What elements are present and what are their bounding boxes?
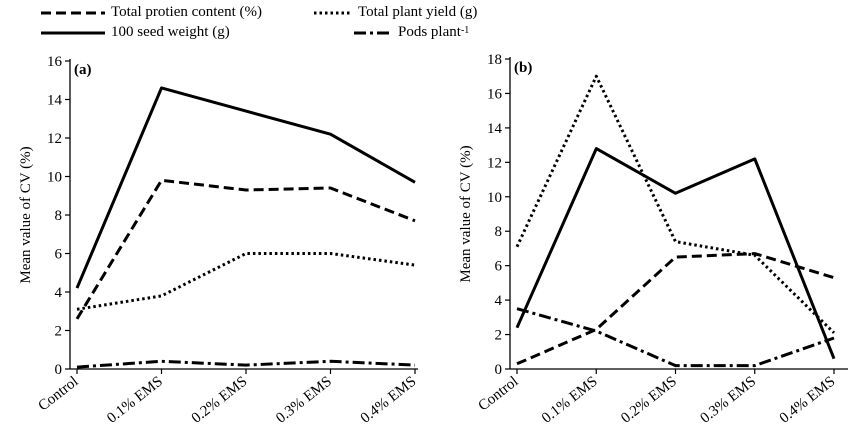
panel-b-y-tick-label: 14 <box>487 121 503 137</box>
panel-b-y-tick-label: 2 <box>495 328 503 344</box>
panel-a-y-tick-label: 6 <box>55 247 63 263</box>
panel-b-y-tick-label: 12 <box>487 155 502 171</box>
panel-a-x-tick-label: 0.4% EMS <box>358 374 420 427</box>
panel-b-series-total-protien-content <box>516 252 835 366</box>
panel-a-y-tick-label: 8 <box>55 208 63 224</box>
panel-a-y-tick-label: 4 <box>55 285 63 301</box>
panel-a-label: (a) <box>74 62 92 78</box>
panel-a-y-tick-label: 10 <box>47 170 62 186</box>
panel-a-x-tick-label: Control <box>35 374 81 415</box>
panel-b-series-100-seed-weight-g <box>515 147 836 360</box>
panel-b-x-tick-label: 0.3% EMS <box>697 374 759 427</box>
legend-label-pods-sup: -1 <box>460 25 470 36</box>
legend-label-pods: Pods plant <box>398 24 461 40</box>
panel-b-x-tick-label: Control <box>475 374 521 415</box>
panel-a-y-tick-label: 0 <box>55 362 63 378</box>
panel-b-y-tick-label: 18 <box>487 52 502 68</box>
panel-a-y-tick-label: 2 <box>55 324 63 340</box>
legend-label-seed-weight: 100 seed weight (g) <box>111 24 230 40</box>
panel-b-series-total-plant-yield-g <box>515 74 836 334</box>
panel-a-y-tick-label: 16 <box>47 54 63 70</box>
panel-b-y-tick-label: 0 <box>495 362 503 378</box>
panel-b-y-tick-label: 8 <box>495 224 503 240</box>
panel-b-y-tick-label: 6 <box>495 259 503 275</box>
panel-b-x-tick-label: 0.1% EMS <box>539 374 601 427</box>
legend-item-protein: Total protien content (%) <box>40 4 262 21</box>
panel-a-x-tick-label: 0.2% EMS <box>189 374 251 427</box>
panel-b-y-tick-label: 10 <box>487 190 502 206</box>
panel-b-x-tick-label: 0.2% EMS <box>618 374 680 427</box>
panel-b-y-tick-label: 4 <box>495 293 503 309</box>
legend-item-seed-weight: 100 seed weight (g) <box>40 24 230 41</box>
panel-a-series-total-protien-content <box>75 178 416 320</box>
panel-a-x-tick-label: 0.1% EMS <box>104 374 166 427</box>
panel-b-x-tick-label: 0.4% EMS <box>777 374 839 427</box>
panel-b-label: (b) <box>514 60 532 76</box>
panel-a-y-tick-label: 12 <box>47 131 62 147</box>
panel-a-y-axis-title: Mean value of CV (%) <box>18 146 34 283</box>
panel-a-x-tick-label: 0.3% EMS <box>273 374 335 427</box>
panel-a-series-pods-plant-1 <box>76 359 416 369</box>
panel-b-y-axis-title: Mean value of CV (%) <box>458 145 474 282</box>
legend: Total protien content (%) Total plant yi… <box>0 0 560 46</box>
legend-label-protein: Total protien content (%) <box>111 4 262 20</box>
legend-item-plant-yield: Total plant yield (g) <box>313 4 477 21</box>
legend-label-plant-yield: Total plant yield (g) <box>358 4 478 20</box>
panel-a-y-tick-label: 14 <box>47 93 63 109</box>
panel-b-series-pods-plant-1 <box>516 307 835 368</box>
panel-a-series-total-plant-yield-g <box>76 252 416 311</box>
legend-item-pods: Pods plant -1 <box>353 24 469 41</box>
panel-a-series-100-seed-weight-g <box>75 86 416 289</box>
panel-b-y-tick-label: 16 <box>487 86 503 102</box>
